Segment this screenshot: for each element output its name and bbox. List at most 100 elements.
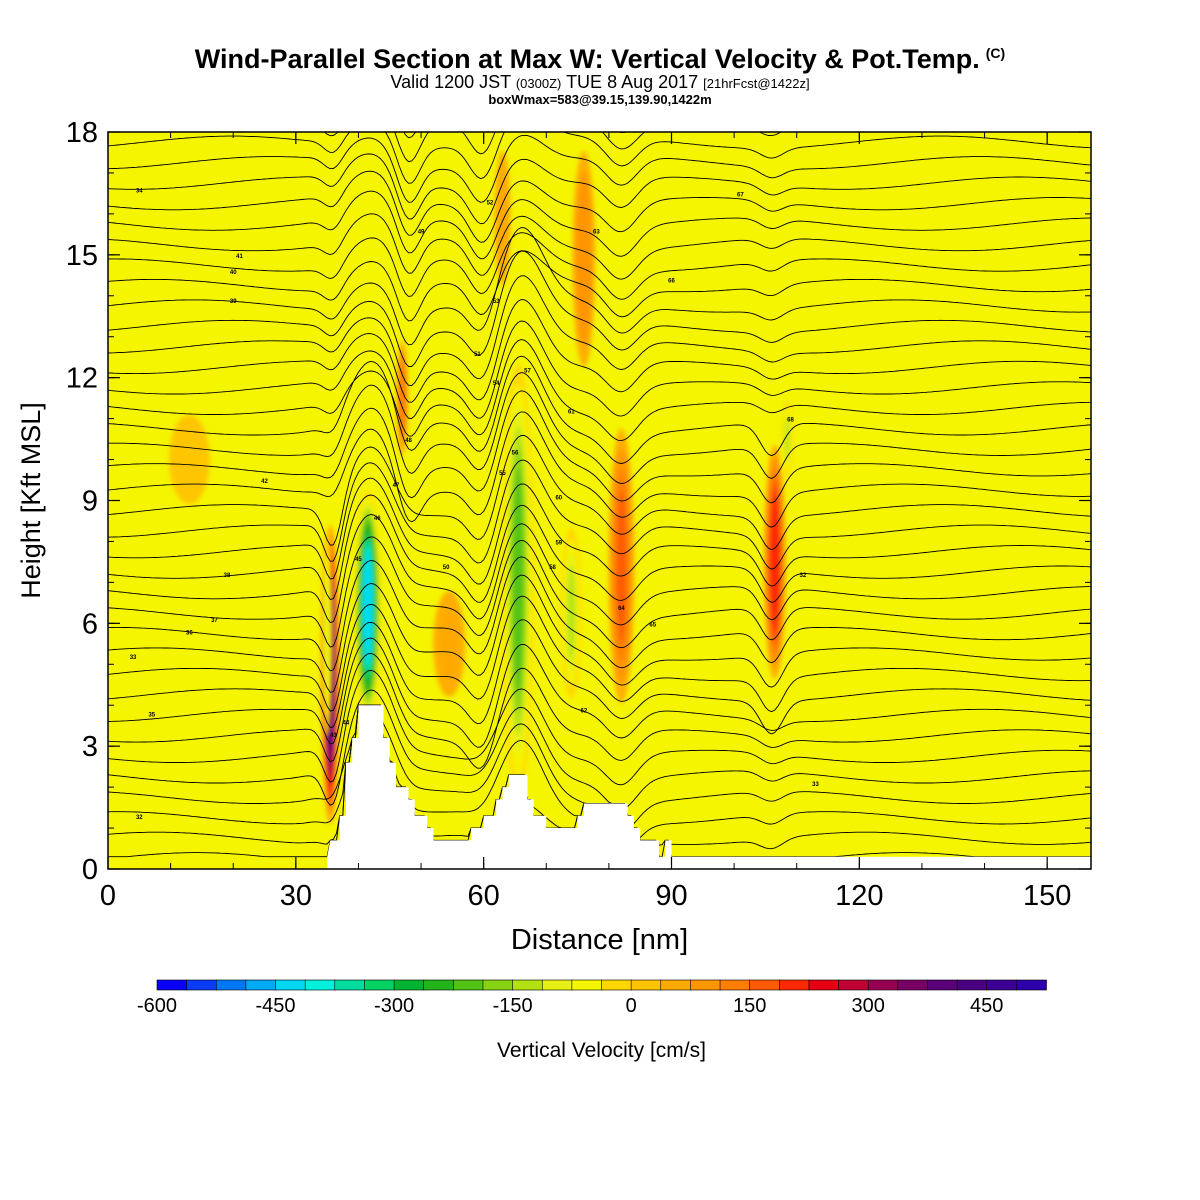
isentrope-line <box>108 536 1091 649</box>
velocity-cell <box>396 340 409 456</box>
x-tick-label: 150 <box>1023 880 1071 912</box>
isentrope-line <box>108 134 1091 203</box>
colorbar-tick-label: -150 <box>493 995 533 1017</box>
isentrope-line <box>108 477 1091 587</box>
colorbar-swatch <box>571 979 603 991</box>
contour-label: 36 <box>186 631 193 637</box>
colorbar-swatch <box>778 979 810 991</box>
contour-label: 32 <box>136 815 143 821</box>
velocity-contour <box>567 565 576 661</box>
isentrope-line <box>108 637 1091 748</box>
contour-label: 40 <box>230 270 237 276</box>
contour-label: 35 <box>148 712 155 718</box>
isentrope-line <box>108 132 1091 184</box>
contour-label: 49 <box>418 229 425 235</box>
contour-label: 34 <box>136 188 143 194</box>
colorbar-tick-label: -300 <box>374 995 414 1017</box>
contour-label: 68 <box>787 418 794 424</box>
y-tick-label: 18 <box>66 117 98 149</box>
x-tick-label: 90 <box>655 880 687 912</box>
contour-label: 63 <box>593 229 600 235</box>
contour-label: 62 <box>581 708 588 714</box>
copyright-mark: (C) <box>985 45 1006 61</box>
y-axis-label: Height [Kft MSL] <box>16 402 46 599</box>
isentrope-line <box>108 459 1091 570</box>
contour-label: 33 <box>130 655 137 661</box>
contour-label: 47 <box>393 483 400 489</box>
velocity-cell <box>560 527 583 699</box>
contour-label: 38 <box>224 573 231 579</box>
isentrope-line <box>108 669 1091 786</box>
colorbar-swatch <box>423 979 455 991</box>
contour-label: 50 <box>443 565 450 571</box>
contour-label: 60 <box>555 495 562 501</box>
isentrope-line <box>108 411 1091 528</box>
x-tick-label: 60 <box>468 880 500 912</box>
isentrope-line <box>108 514 1091 626</box>
velocity-contour <box>169 415 210 505</box>
velocity-contour <box>785 417 790 461</box>
y-tick-label: 0 <box>82 854 98 886</box>
isentrope-line <box>108 320 1091 419</box>
x-axis-label: Distance [nm] <box>511 924 688 956</box>
colorbar-swatch <box>304 979 336 991</box>
colorbar-swatch <box>956 979 988 991</box>
contour-label: 46 <box>374 516 381 522</box>
velocity-contour <box>498 172 507 264</box>
colorbar-swatch <box>156 979 188 991</box>
isentrope-line <box>108 250 1091 322</box>
colorbar-swatch <box>838 979 869 991</box>
colorbar-swatch <box>927 979 958 991</box>
velocity-contour <box>400 366 405 430</box>
colorbar-swatch <box>541 979 573 991</box>
isentrope-line <box>108 213 1091 280</box>
isentrope-line <box>108 153 1091 225</box>
velocity-cell <box>763 444 786 680</box>
contour-label: 67 <box>737 192 744 198</box>
isentrope-line <box>108 112 1091 116</box>
colorbar-tick-label: 0 <box>626 995 637 1017</box>
velocity-contour <box>616 489 627 643</box>
contour-label: 64 <box>618 606 625 612</box>
isentrope-line <box>108 595 1091 713</box>
contour-label: 59 <box>555 540 562 546</box>
colorbar-label: Vertical Velocity [cm/s] <box>497 1039 706 1062</box>
plot-background <box>108 132 1091 869</box>
isentrope-line <box>108 619 1091 735</box>
isentrope-line <box>108 232 1091 300</box>
contour-label: 48 <box>405 438 412 444</box>
isentrope-line <box>108 574 1091 693</box>
contour-label: 52 <box>487 201 494 207</box>
contour-label: 43 <box>330 733 337 739</box>
isentrope-line <box>108 494 1091 603</box>
contour-label: 66 <box>668 278 675 284</box>
velocity-contour <box>579 194 589 324</box>
velocity-cell <box>502 363 535 798</box>
velocity-cell <box>572 151 596 367</box>
y-tick-label: 6 <box>82 608 98 640</box>
isentrope-line <box>108 299 1091 403</box>
contour-label: 61 <box>568 409 575 415</box>
colorbar-swatch <box>867 979 899 991</box>
box-info: boxWmax=583@39.15,139.90,1422m <box>488 92 712 107</box>
velocity-cell <box>169 415 210 505</box>
isentrope-line <box>108 372 1091 484</box>
chart-subtitle: Valid 1200 JST (0300Z) TUE 8 Aug 2017 [2… <box>390 72 810 92</box>
isentrope-line <box>108 339 1091 442</box>
chart-title: Wind-Parallel Section at Max W: Vertical… <box>194 44 1006 74</box>
colorbar-swatch <box>719 979 751 991</box>
colorbar-swatch <box>512 979 544 991</box>
contour-label: 56 <box>512 450 519 456</box>
colorbar-swatch <box>186 979 218 991</box>
colorbar-swatch <box>364 979 395 991</box>
contour-label: 42 <box>261 479 268 485</box>
y-tick-label: 3 <box>82 731 98 763</box>
velocity-cell <box>781 400 794 478</box>
isentrope-line <box>108 689 1091 808</box>
isentrope-line <box>108 275 1091 386</box>
contour-label: 39 <box>230 299 237 305</box>
contour-label: 58 <box>549 565 556 571</box>
y-tick-label: 15 <box>66 240 98 272</box>
